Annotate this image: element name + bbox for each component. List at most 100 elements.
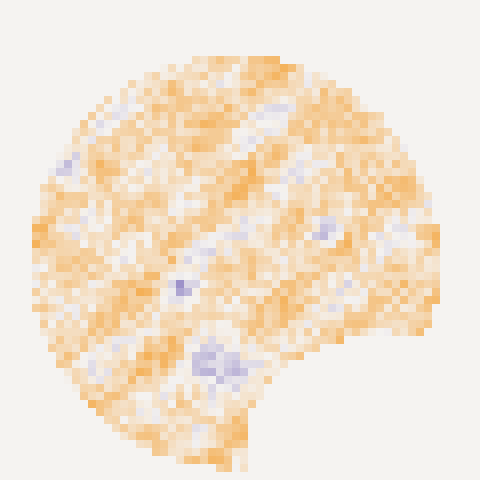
heatmap-cell [360,168,368,176]
heatmap-cell [192,128,200,136]
heatmap-cell [416,280,424,288]
heatmap-cell [400,168,408,176]
heatmap-cell [176,336,184,344]
heatmap-cell [304,144,312,152]
heatmap-cell [264,248,272,256]
heatmap-cell [256,168,264,176]
heatmap-cell [320,232,328,240]
heatmap-cell [128,368,136,376]
heatmap-cell [296,240,304,248]
heatmap-cell [424,256,432,264]
heatmap-cell [392,320,400,328]
heatmap-cell [264,128,272,136]
heatmap-cell [344,144,352,152]
heatmap-cell [344,128,352,136]
heatmap-cell [216,96,224,104]
heatmap-cell [272,192,280,200]
heatmap-cell [304,232,312,240]
heatmap-cell [152,320,160,328]
heatmap-cell [240,448,248,456]
heatmap-cell [104,312,112,320]
heatmap-cell [200,64,208,72]
heatmap-cell [168,360,176,368]
heatmap-cell [160,416,168,424]
heatmap-cell [328,336,336,344]
heatmap-cell [432,288,440,296]
heatmap-cell [264,328,272,336]
heatmap-cell [304,248,312,256]
heatmap-cell [168,136,176,144]
heatmap-cell [256,392,264,400]
heatmap-cell [80,376,88,384]
heatmap-cell [160,424,168,432]
heatmap-cell [136,272,144,280]
heatmap-cell [408,272,416,280]
heatmap-cell [352,328,360,336]
heatmap-cell [240,328,248,336]
heatmap-cell [328,136,336,144]
heatmap-cell [64,248,72,256]
heatmap-cell [160,336,168,344]
heatmap-cell [96,288,104,296]
heatmap-cell [304,336,312,344]
heatmap-cell [32,232,40,240]
heatmap-cell [264,64,272,72]
heatmap-cell [144,152,152,160]
heatmap-cell [232,424,240,432]
heatmap-cell [376,328,384,336]
heatmap-cell [256,344,264,352]
heatmap-cell [160,208,168,216]
heatmap-cell [328,112,336,120]
heatmap-cell [192,216,200,224]
heatmap-cell [408,192,416,200]
heatmap-cell [128,288,136,296]
heatmap-cell [72,344,80,352]
heatmap-cell [128,232,136,240]
heatmap-cell [128,272,136,280]
heatmap-cell [112,368,120,376]
heatmap-cell [160,216,168,224]
heatmap-cell [144,200,152,208]
heatmap-cell [192,416,200,424]
heatmap-cell [216,320,224,328]
heatmap-cell [136,80,144,88]
heatmap-cell [112,208,120,216]
heatmap-cell [416,200,424,208]
heatmap-cell [320,168,328,176]
heatmap-cell [176,312,184,320]
heatmap-cell [256,128,264,136]
heatmap-cell [376,208,384,216]
heatmap-cell [136,392,144,400]
heatmap-cell [320,288,328,296]
heatmap-cell [208,192,216,200]
heatmap-cell [88,192,96,200]
heatmap-cell [200,208,208,216]
heatmap-cell [416,312,424,320]
heatmap-cell [88,264,96,272]
heatmap-cell [240,256,248,264]
heatmap-cell [360,104,368,112]
heatmap-cell [400,328,408,336]
heatmap-cell [240,112,248,120]
heatmap-cell [136,216,144,224]
heatmap-cell [32,272,40,280]
heatmap-cell [208,208,216,216]
heatmap-cell [48,256,56,264]
heatmap-cell [152,400,160,408]
heatmap-cell [56,256,64,264]
heatmap-cell [256,216,264,224]
heatmap-cell [80,392,88,400]
heatmap-cell [200,216,208,224]
heatmap-cell [224,424,232,432]
heatmap-cell [72,304,80,312]
heatmap-cell [384,168,392,176]
heatmap-cell [88,304,96,312]
heatmap-cell [224,216,232,224]
heatmap-cell [256,232,264,240]
heatmap-cell [208,344,216,352]
heatmap-cell [408,264,416,272]
heatmap-cell [120,272,128,280]
heatmap-cell [80,136,88,144]
heatmap-cell [280,352,288,360]
